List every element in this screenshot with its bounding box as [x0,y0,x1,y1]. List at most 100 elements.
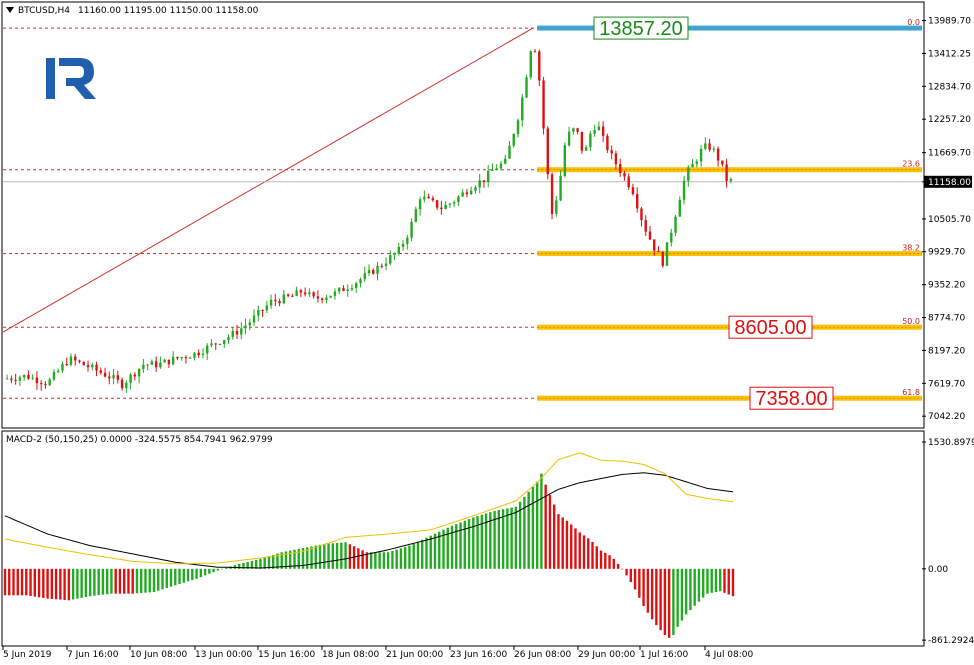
price-tick-label: 9929.70 [928,248,965,258]
macd-histogram-bar [152,568,156,592]
candle-body [214,343,217,345]
candle-body [265,305,269,311]
time-tick-label: 10 Jun 08:00 [130,650,187,660]
macd-histogram-bar [365,552,369,569]
candle-body [576,128,579,132]
macd-histogram-bar [646,568,650,613]
macd-histogram-bar [50,568,54,599]
candle-body [95,364,98,371]
macd-histogram-bar [297,548,300,569]
candle-body [423,196,426,200]
macd-histogram-bar [105,568,109,595]
candle-body [525,77,528,98]
candle-body [499,163,503,169]
macd-histogram-bar [195,568,198,579]
candle-body [231,331,234,337]
price-tick-label: 7042.20 [928,412,965,422]
candle-body [644,220,647,232]
candle-body [384,263,388,267]
macd-histogram-bar [531,486,535,569]
candle-body [512,133,515,146]
macd-histogram-bar [54,568,58,600]
candle-body [572,128,575,132]
macd-histogram-bar [293,549,296,569]
macd-histogram-bar [629,568,633,583]
price-tick-label: 8774.70 [928,314,965,324]
price-panel [1,1,925,429]
macd-histogram-bar [548,494,552,569]
candle-body [563,145,567,176]
candle-body [206,345,209,354]
macd-histogram-bar [723,568,726,593]
macd-histogram-bar [97,568,100,596]
macd-histogram-bar [3,568,7,596]
candle-body [708,143,711,150]
candle-body [695,161,699,164]
macd-histogram-bar [216,568,220,571]
candle-body [35,377,39,384]
macd-histogram-bar [421,539,424,569]
candle-body [359,279,362,284]
candle-body [725,164,728,181]
candle-body [218,343,222,345]
candle-body [295,290,298,296]
macd-histogram-bar [527,491,530,569]
candle-body [108,376,111,379]
macd-histogram-bar [289,550,292,569]
time-tick-label: 4 Jul 08:00 [705,650,754,660]
macd-histogram-bar [114,568,117,594]
macd-histogram-bar [514,506,518,569]
candle-body [533,51,537,53]
macd-histogram-bar [208,568,211,574]
macd-histogram-bar [650,568,654,620]
candle-body [176,356,179,359]
macd-histogram-bar [399,548,403,569]
macd-histogram-bar [459,522,462,569]
time-tick-label: 18 Jun 08:00 [322,650,379,660]
candle-body [188,357,192,359]
collapse-arrow-icon[interactable] [6,7,14,13]
candle-body [640,208,643,221]
macd-histogram-bar [327,543,330,569]
candle-body [82,361,85,366]
candle-body [414,209,418,222]
time-tick-label: 5 Jun 2019 [3,650,52,660]
macd-histogram-bar [659,568,662,631]
candle-body [606,135,609,151]
macd-histogram-bar [357,548,360,569]
macd-histogram-bar [552,504,556,569]
time-tick-label: 21 Jun 00:00 [386,650,443,660]
candle-body [159,362,162,368]
candle-body [133,374,137,377]
macd-histogram-bar [714,568,718,592]
candle-body [184,357,188,359]
broker-logo [46,58,96,99]
macd-histogram-bar [344,542,347,569]
candle-body [495,168,498,170]
candle-body [521,97,524,121]
candle-body [39,383,43,385]
candle-body [274,299,277,302]
time-tick-label: 15 Jun 16:00 [258,650,315,660]
macd-histogram-bar [587,538,590,569]
macd-histogram-bar [301,548,305,569]
candle-body [376,265,379,274]
macd-histogram-bar [12,568,15,596]
candle-body [584,147,588,151]
candle-body [252,315,256,323]
macd-histogram-bar [272,554,275,569]
price-tick-label: 12257.20 [928,115,971,125]
candle-body [308,292,311,295]
macd-histogram-bar [361,550,364,569]
macd-histogram-bar [484,513,488,569]
macd-histogram-bar [467,519,471,569]
candle-body [74,356,77,361]
macd-histogram-bar [16,568,19,596]
macd-histogram-bar [680,568,684,621]
price-tick-label: 13989.70 [928,17,971,27]
candle-body [120,379,124,389]
macd-histogram-bar [476,516,479,569]
macd-histogram-bar [557,514,560,569]
candle-body [154,361,158,368]
candle-body [614,153,618,165]
